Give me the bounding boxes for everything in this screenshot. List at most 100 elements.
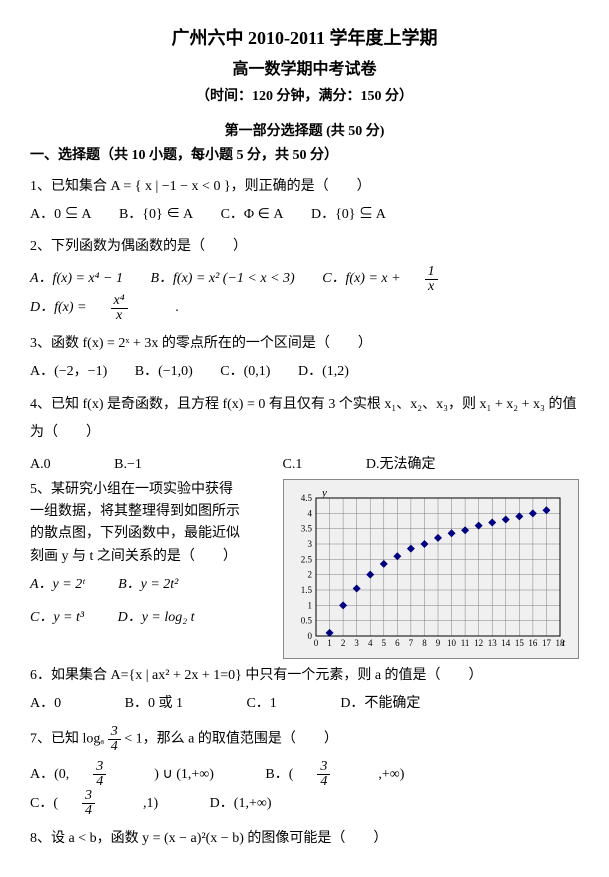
q6-opt-d: D．不能确定 [340,693,420,715]
q7-c-num: 3 [82,789,95,804]
svg-text:t: t [562,637,566,649]
doc-title-2: 高一数学期中考试卷 [30,57,579,83]
doc-title-1: 广州六中 2010-2011 学年度上学期 [30,24,579,53]
svg-text:0.5: 0.5 [300,615,312,625]
svg-text:14: 14 [501,638,511,648]
q5-opt-b: B．y = 2t² [118,574,178,596]
q6-options: A．0 B．0 或 1 C．1 D．不能确定 [30,693,579,715]
q4-opt-d: D.无法确定 [366,454,436,476]
q2-d-pre: D．f(x) = [30,297,87,319]
q6-opt-c: C．1 [246,693,276,715]
q3-opt-c: C．(0,1) [220,361,270,383]
q2-text: 2、下列函数为偶函数的是（ ） [30,236,579,258]
q5-opt-d: D．y = log₂ t [118,607,195,629]
q7-a-num: 3 [93,760,106,775]
q5-text4: 刻画 y 与 t 之间关系的是（ ） [30,546,283,568]
svg-text:13: 13 [487,638,497,648]
q7-den: 4 [108,740,121,754]
q6-text: 6．如果集合 A={x | ax² + 2x + 1=0} 中只有一个元素，则 … [30,665,579,687]
section-part1: 第一部分选择题 (共 50 分) [30,121,579,143]
svg-text:9: 9 [435,638,440,648]
q3-text: 3、函数 f(x) = 2ˣ + 3x 的零点所在的一个区间是（ ） [30,333,579,355]
scatter-svg: 012345678910111213141516171800.511.522.5… [288,484,568,654]
q3-opt-a: A．(−2，−1) [30,361,107,383]
q4-text: 4、已知 f(x) 是奇函数，且方程 f(x) = 0 有且仅有 3 个实根 x… [30,394,579,416]
svg-text:10: 10 [447,638,457,648]
svg-text:1.5: 1.5 [300,585,312,595]
svg-text:1: 1 [307,600,312,610]
q7-a-post: ) ∪ (1,+∞) [154,764,214,786]
section-1: 一、选择题（共 10 小题，每小题 5 分，共 50 分） [30,145,579,167]
q1-text: 1、已知集合 A = { x | −1 − x < 0 }，则正确的是（ ） [30,176,579,198]
svg-text:4.5: 4.5 [300,493,312,503]
svg-text:16: 16 [528,638,538,648]
svg-text:3: 3 [354,638,359,648]
doc-subtitle: （时间：120 分钟，满分：150 分） [30,86,579,108]
q7-a-pre: A．(0, [30,764,69,786]
q5-scatter-chart: 012345678910111213141516171800.511.522.5… [283,479,579,659]
svg-text:4: 4 [368,638,373,648]
svg-text:2: 2 [307,569,312,579]
svg-text:3.5: 3.5 [300,523,312,533]
q5-text1: 5、某研究小组在一项实验中获得 [30,479,283,501]
q3-options: A．(−2，−1) B．(−1,0) C．(0,1) D．(1,2) [30,361,579,383]
q7-a-den: 4 [93,775,106,789]
q2-c-num: 1 [425,265,438,280]
q2-opt-d: D．f(x) = x⁴x. [30,294,203,323]
q1-opt-d: D．{0} ⊆ A [311,204,386,226]
q5-options-row1: A．y = 2ᵗ B．y = 2t² [30,574,283,596]
q4-opt-c: C.1 [283,454,303,476]
q1-opt-a: A．0 ⊆ A [30,204,91,226]
q2-opt-c: C．f(x) = x + 1x [322,265,485,294]
q6-opt-b: B．0 或 1 [125,693,183,715]
svg-text:0: 0 [313,638,318,648]
svg-text:4: 4 [307,508,312,518]
q7-c-den: 4 [82,804,95,818]
svg-text:15: 15 [514,638,524,648]
q7-opt-a: A．(0, 34 ) ∪ (1,+∞) [30,760,238,789]
svg-text:7: 7 [408,638,413,648]
q1-options: A．0 ⊆ A B．{0} ∈ A C．Φ ∈ A D．{0} ⊆ A [30,204,579,226]
q5-options-row2: C．y = t³ D．y = log₂ t [30,607,283,629]
q2-options: A．f(x) = x⁴ − 1 B．f(x) = x² (−1 < x < 3)… [30,265,579,323]
q7-options: A．(0, 34) ∪ (1,+∞) B．( 34 ,+∞) C．( 34 ,1… [30,760,579,818]
q5-text2: 一组数据，将其整理得到如图所示 [30,501,283,523]
q6-opt-a: A．0 [30,693,61,715]
svg-text:2: 2 [340,638,345,648]
svg-text:11: 11 [460,638,469,648]
q7-c-post: ,1) [143,793,158,815]
q2-c-den: x [425,280,438,294]
q5-text3: 的散点图，下列函数中，最能近似 [30,523,283,545]
q2-c-pre: C．f(x) = x + [322,268,400,290]
q3-opt-d: D．(1,2) [298,361,349,383]
q7-text: 7、已知 logₐ 34 < 1，那么 a 的取值范围是（ ） [30,725,579,754]
q7-c-pre: C．( [30,793,58,815]
svg-text:2.5: 2.5 [300,554,312,564]
q1-opt-b: B．{0} ∈ A [119,204,193,226]
q2-opt-b: B．f(x) = x² (−1 < x < 3) [150,268,294,290]
q5-opt-c: C．y = t³ [30,607,84,629]
q2-d-num: x⁴ [111,294,128,309]
svg-text:12: 12 [474,638,483,648]
q7-post: < 1，那么 a 的取值范围是（ ） [121,732,338,747]
svg-text:1: 1 [327,638,332,648]
q3-opt-b: B．(−1,0) [135,361,193,383]
q7-pre: 7、已知 logₐ [30,732,108,747]
q7-opt-b: B．( 34 ,+∞) [265,760,428,789]
q2-opt-a: A．f(x) = x⁴ − 1 [30,268,123,290]
q5-opt-a: A．y = 2ᵗ [30,574,85,596]
q4-options: A.0 B.−1 [30,454,283,476]
svg-text:17: 17 [541,638,551,648]
q8-text: 8、设 a < b，函数 y = (x − a)²(x − b) 的图像可能是（… [30,828,579,850]
q2-d-post: . [176,297,180,319]
q4-text2: 为（ ） [30,422,579,444]
q7-b-post: ,+∞) [378,764,404,786]
q2-d-den: x [111,309,128,323]
svg-text:0: 0 [307,631,312,641]
q7-opt-d: D．(1,+∞) [210,793,272,815]
q7-b-num: 3 [317,760,330,775]
q7-b-den: 4 [317,775,330,789]
svg-text:3: 3 [307,539,312,549]
svg-text:8: 8 [422,638,427,648]
q4-opt-a: A.0 [30,454,51,476]
